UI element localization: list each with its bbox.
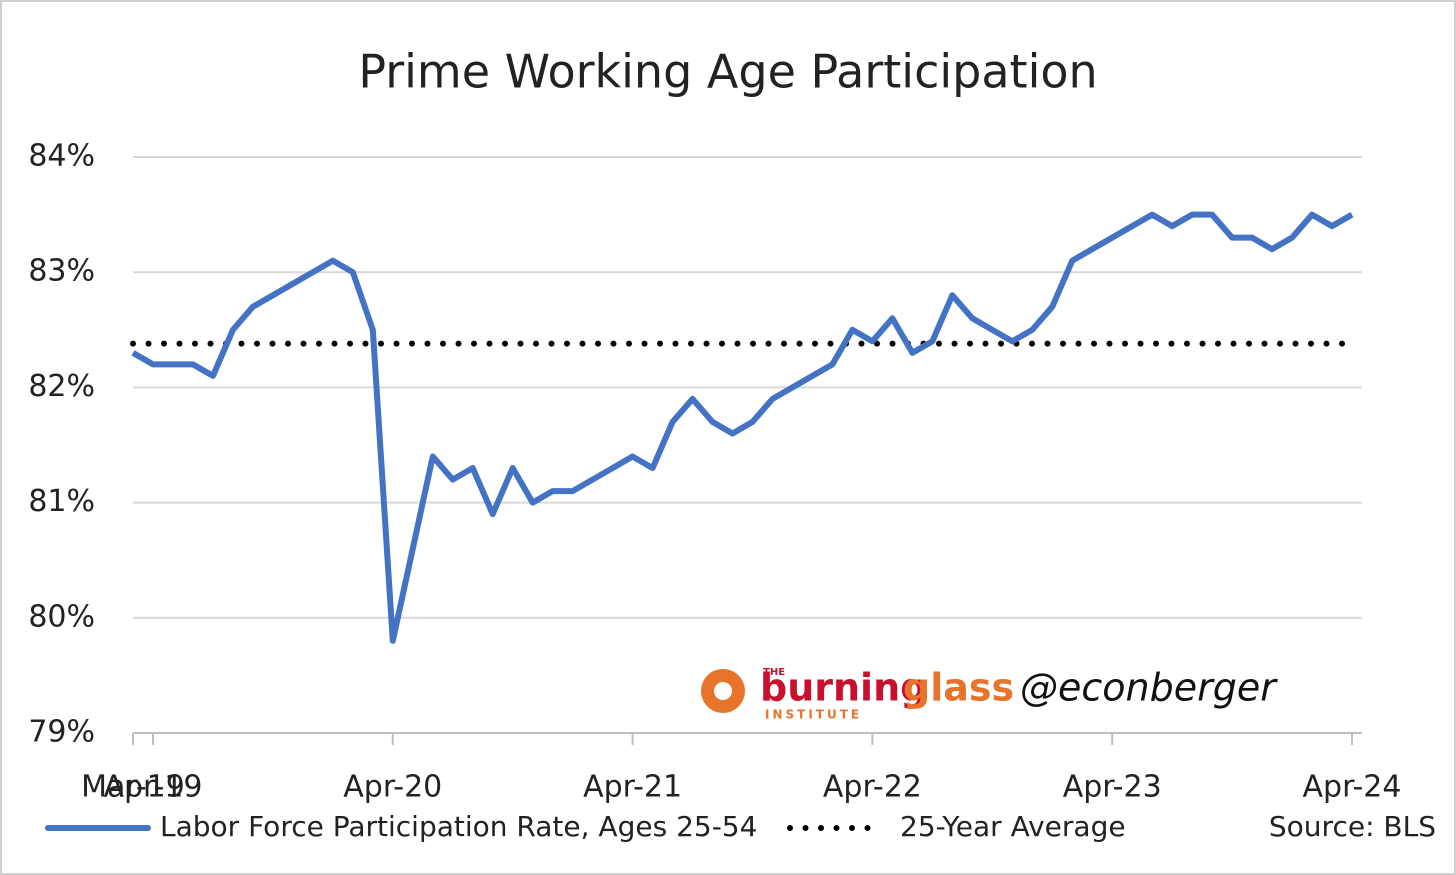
legend-label: 25-Year Average bbox=[900, 810, 1126, 843]
logo-the: THE bbox=[763, 667, 785, 678]
watermark-handle: @econberger bbox=[1020, 666, 1278, 710]
x-tick-label: Apr-20 bbox=[343, 770, 442, 805]
chart-title: Prime Working Age Participation bbox=[358, 45, 1097, 99]
source-note: Source: BLS bbox=[1269, 810, 1436, 843]
logo-icon-center bbox=[714, 682, 732, 700]
logo-glass: glass bbox=[903, 666, 1014, 710]
x-tick-label: Apr-22 bbox=[823, 770, 922, 805]
y-tick-label: 81% bbox=[28, 484, 95, 519]
y-tick-label: 84% bbox=[28, 139, 95, 174]
y-tick-label: 82% bbox=[28, 369, 95, 404]
y-tick-label: 79% bbox=[28, 715, 95, 750]
x-tick-label: Apr-19 bbox=[103, 770, 202, 805]
logo-burning: burning bbox=[760, 666, 927, 710]
y-tick-label: 83% bbox=[28, 254, 95, 289]
series-line bbox=[131, 211, 1354, 644]
x-tick-label: Apr-24 bbox=[1303, 770, 1402, 805]
logo-institute: INSTITUTE bbox=[765, 708, 862, 722]
logo: THE burning glass INSTITUTE @econberger bbox=[701, 666, 1278, 722]
x-tick-label: Mar-19 bbox=[81, 770, 185, 805]
x-tick-label: Apr-21 bbox=[583, 770, 682, 805]
x-tick-label: Apr-23 bbox=[1063, 770, 1162, 805]
y-tick-label: 80% bbox=[28, 599, 95, 634]
legend-label: Labor Force Participation Rate, Ages 25-… bbox=[160, 810, 757, 843]
